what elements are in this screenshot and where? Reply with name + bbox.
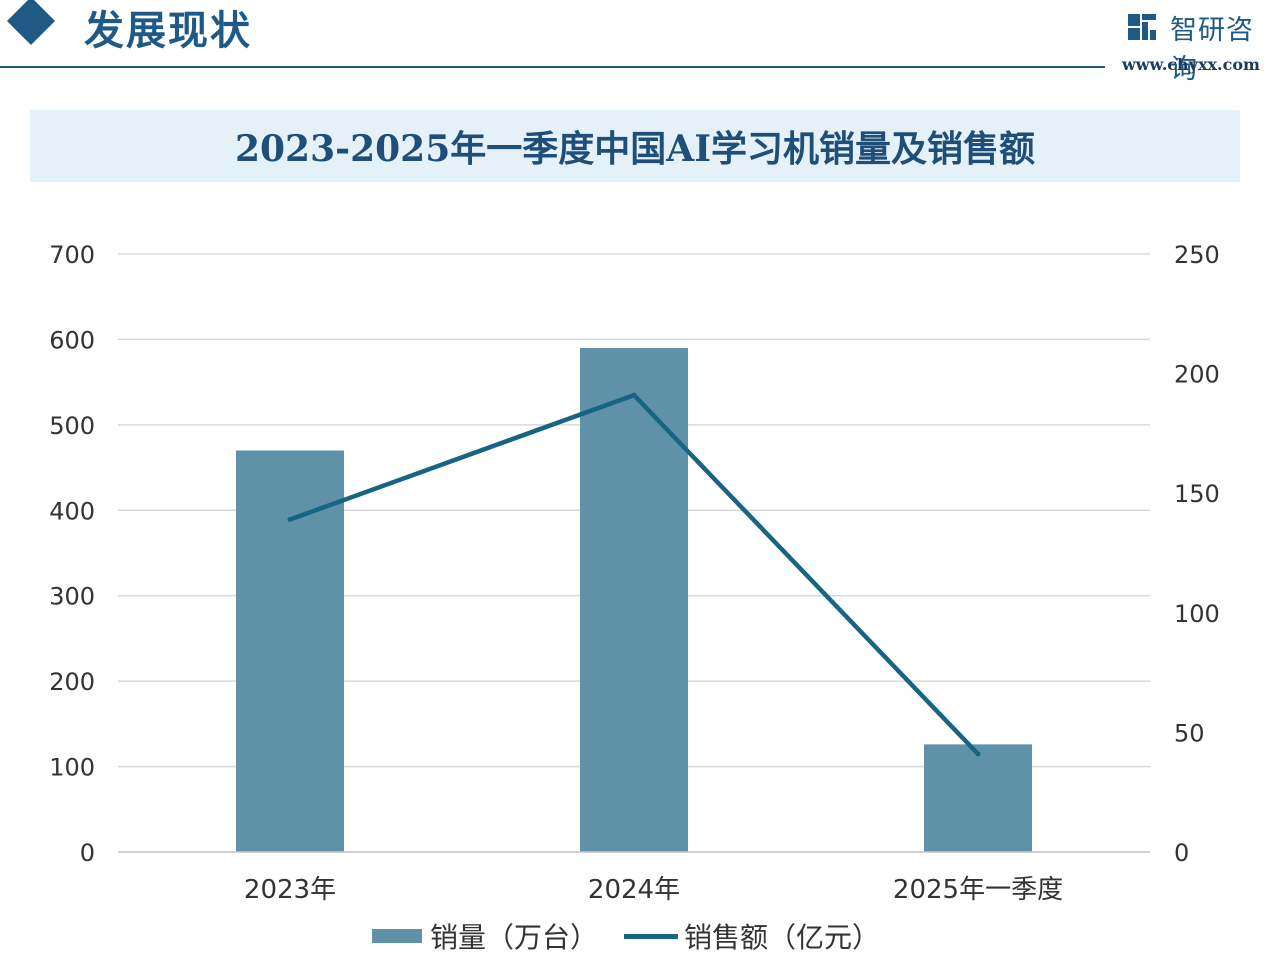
y-right-tick-label: 0 <box>1174 839 1189 867</box>
header-divider <box>0 66 1105 68</box>
y-left-tick-label: 700 <box>49 241 95 269</box>
chart-title: 2023-2025年一季度中国AI学习机销量及销售额 <box>234 128 1036 170</box>
y-left-tick-label: 400 <box>49 497 95 525</box>
bar <box>924 744 1032 852</box>
x-tick-label: 2025年一季度 <box>893 875 1063 905</box>
line-point <box>287 517 293 523</box>
y-right-tick-label: 150 <box>1174 480 1220 508</box>
brand-logo-icon <box>1128 14 1156 40</box>
chart-title-band: 2023-2025年一季度中国AI学习机销量及销售额 <box>30 110 1240 182</box>
chart-legend: 销量（万台） 销售额（亿元） <box>372 916 906 956</box>
legend-label-sales-volume: 销量（万台） <box>430 921 599 954</box>
y-left-tick-label: 200 <box>49 668 95 696</box>
legend-label-sales-revenue: 销售额（亿元） <box>684 921 881 954</box>
page-header: 发展现状 智研咨询 www.chyxx.com <box>0 0 1278 85</box>
section-title: 发展现状 <box>84 7 252 54</box>
bar <box>236 450 344 852</box>
y-right-tick-label: 200 <box>1174 361 1220 389</box>
bar <box>580 347 688 852</box>
legend-line-swatch <box>624 933 679 939</box>
y-right-tick-label: 50 <box>1174 719 1205 747</box>
x-tick-label: 2023年 <box>244 875 336 905</box>
legend-item-sales-revenue: 销售额（亿元） <box>624 916 880 956</box>
legend-item-sales-volume: 销量（万台） <box>372 916 598 956</box>
y-left-tick-label: 600 <box>49 326 95 354</box>
y-left-tick-label: 100 <box>49 754 95 782</box>
y-left-tick-label: 500 <box>49 412 95 440</box>
y-left-tick-label: 300 <box>49 583 95 611</box>
brand-url: www.chyxx.com <box>1122 55 1260 74</box>
brand-name: 智研咨询 <box>1170 15 1254 85</box>
line-point <box>631 392 637 398</box>
y-left-tick-label: 0 <box>80 839 95 867</box>
legend-bar-swatch <box>372 929 422 943</box>
line-point <box>975 751 981 757</box>
x-tick-label: 2024年 <box>588 875 680 905</box>
y-right-tick-label: 250 <box>1174 241 1220 269</box>
y-right-tick-label: 100 <box>1174 600 1220 628</box>
